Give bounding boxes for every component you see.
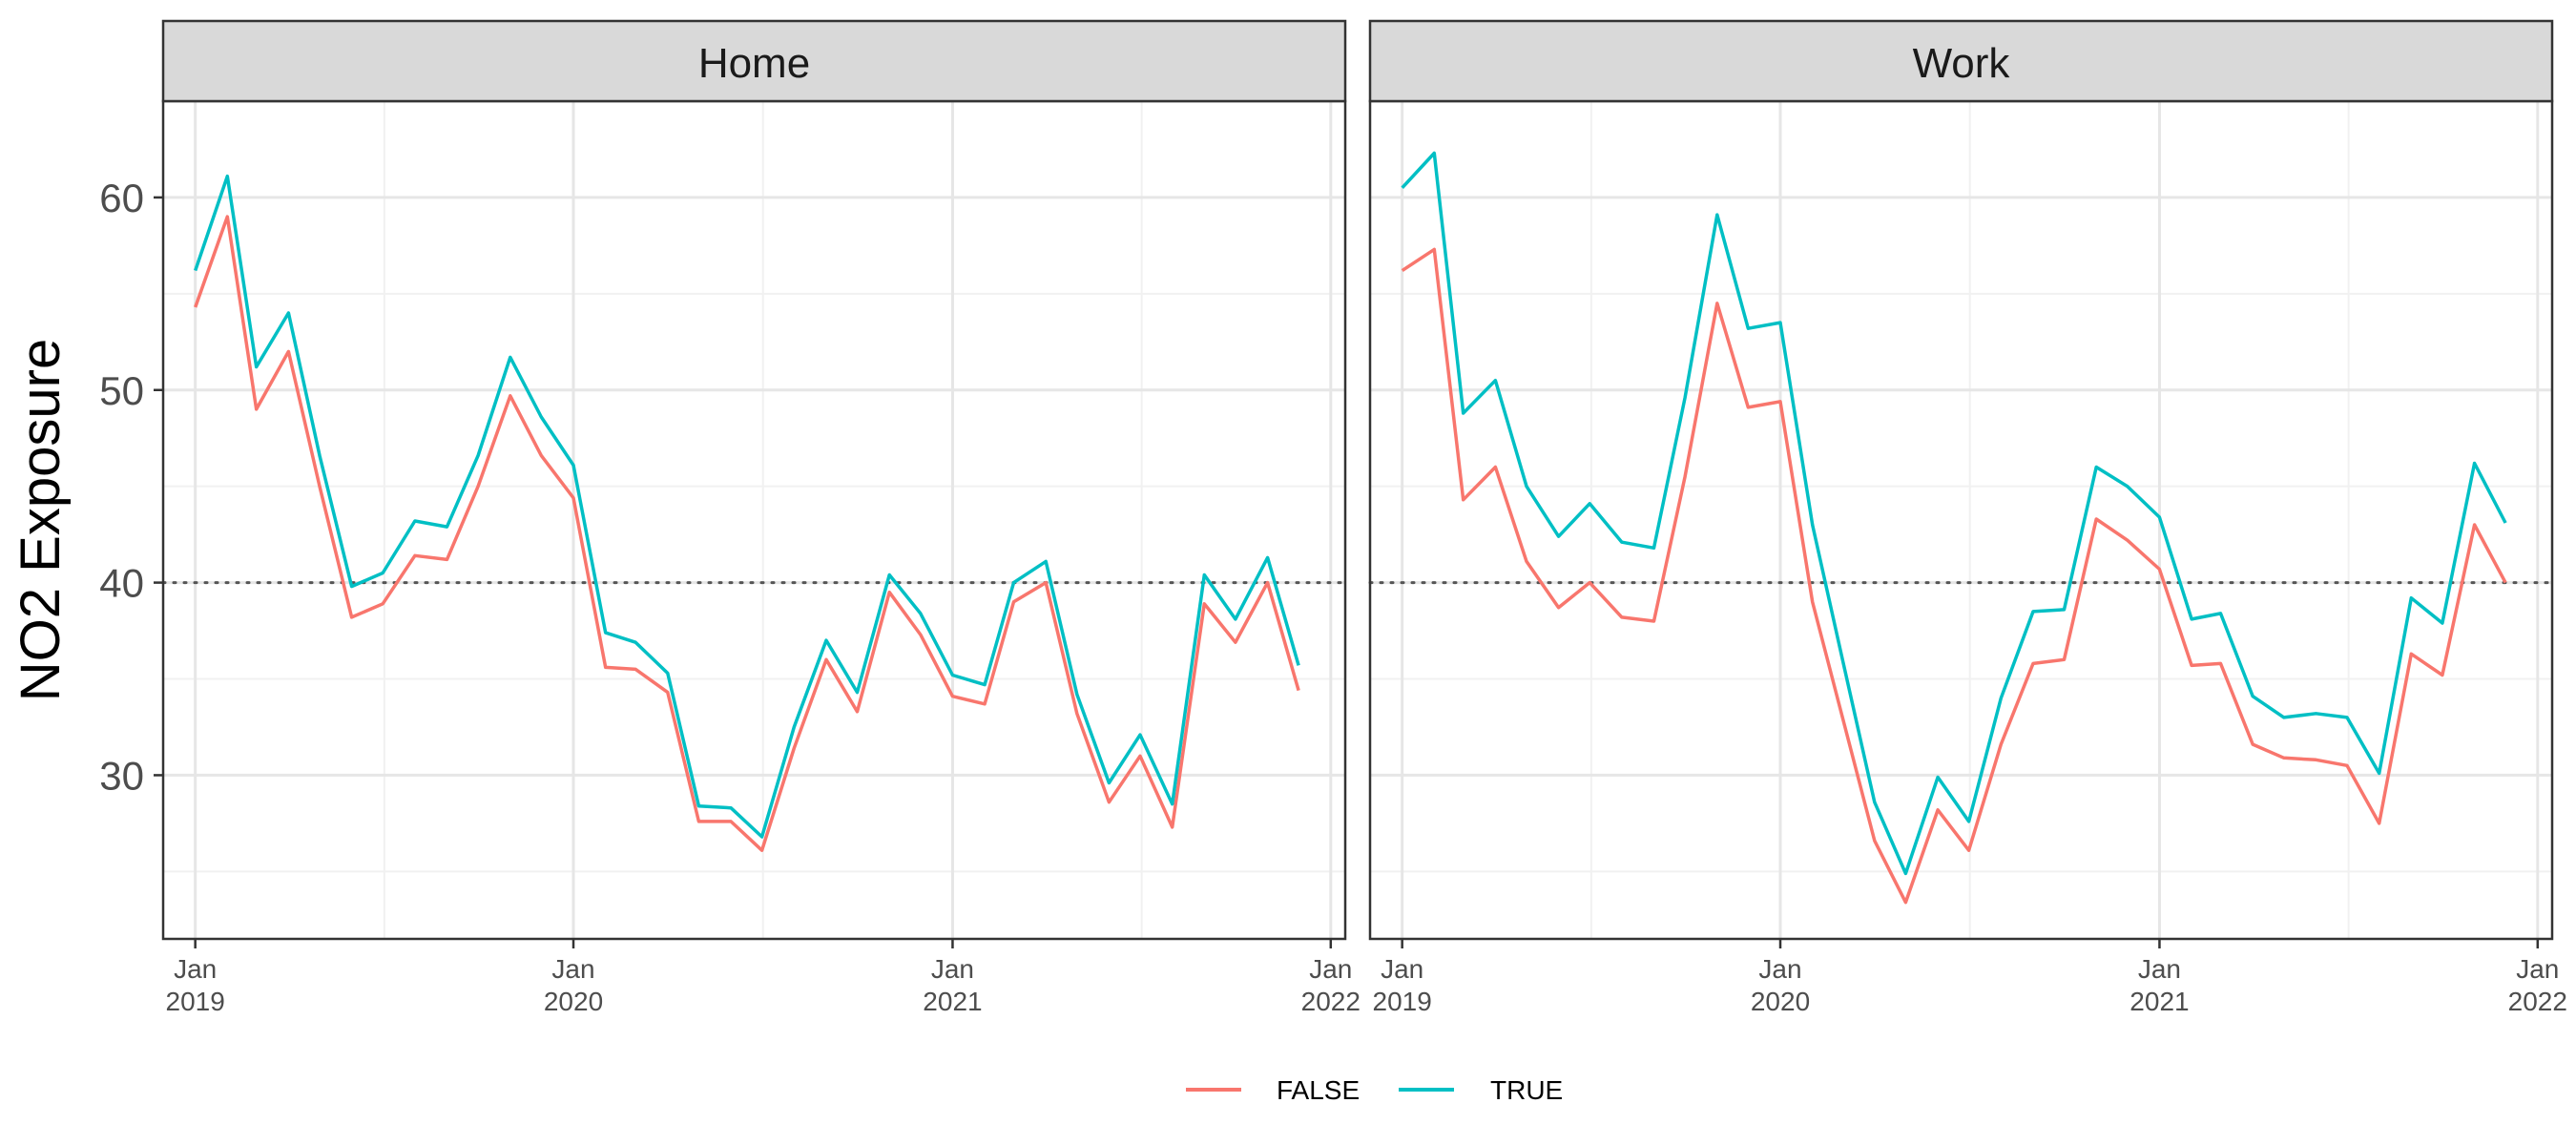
x-tick-label-year: 2021 (2129, 987, 2189, 1016)
x-tick-label-year: 2022 (1301, 987, 1361, 1016)
facet-strip (161, 19, 1347, 103)
y-tick-label: 60 (99, 176, 144, 220)
panels-layer: Home Jan 2019 Jan 2020 Jan 2021 Jan 2022 30 40 50 60… (99, 19, 2567, 1016)
x-tick-label-year: 2020 (544, 987, 603, 1016)
legend-label-false: FALSE (1277, 1075, 1360, 1105)
x-tick-label-month: Jan (1381, 954, 1423, 984)
x-tick-label-month: Jan (2516, 954, 2559, 984)
series-line-true (194, 174, 1300, 839)
plot-background (163, 101, 1345, 939)
legend-label-true: TRUE (1490, 1075, 1563, 1105)
facet-strip (1368, 19, 2554, 103)
x-tick-label-month: Jan (2138, 954, 2181, 984)
y-tick-label: 30 (99, 753, 144, 798)
y-axis-label: NO2 Exposure (10, 339, 72, 701)
x-tick-label-year: 2021 (923, 987, 982, 1016)
x-tick-label-month: Jan (1309, 954, 1352, 984)
y-tick-label: 50 (99, 368, 144, 413)
x-tick-label-month: Jan (174, 954, 217, 984)
series-line-false (1401, 247, 2507, 905)
panel-work: Work Jan 2019 Jan 2020 Jan 2021 Jan 2022 (1368, 19, 2567, 1016)
series-line-true (1401, 151, 2507, 876)
x-tick-label-year: 2020 (1751, 987, 1810, 1016)
x-tick-label-year: 2019 (166, 987, 225, 1016)
facet-strip-label: Home (698, 40, 810, 87)
panel-home: Home Jan 2019 Jan 2020 Jan 2021 Jan 2022 30 40 50 60 (99, 19, 1361, 1016)
x-tick-label-month: Jan (1758, 954, 1801, 984)
legend: FALSE TRUE (1186, 1075, 1563, 1105)
x-tick-label-year: 2019 (1373, 987, 1432, 1016)
x-tick-label-month: Jan (931, 954, 974, 984)
series-line-false (194, 215, 1300, 852)
plot-background (1370, 101, 2552, 939)
x-tick-label-year: 2022 (2508, 987, 2567, 1016)
x-tick-label-month: Jan (551, 954, 594, 984)
facet-strip-label: Work (1913, 40, 2011, 87)
y-tick-label: 40 (99, 561, 144, 606)
